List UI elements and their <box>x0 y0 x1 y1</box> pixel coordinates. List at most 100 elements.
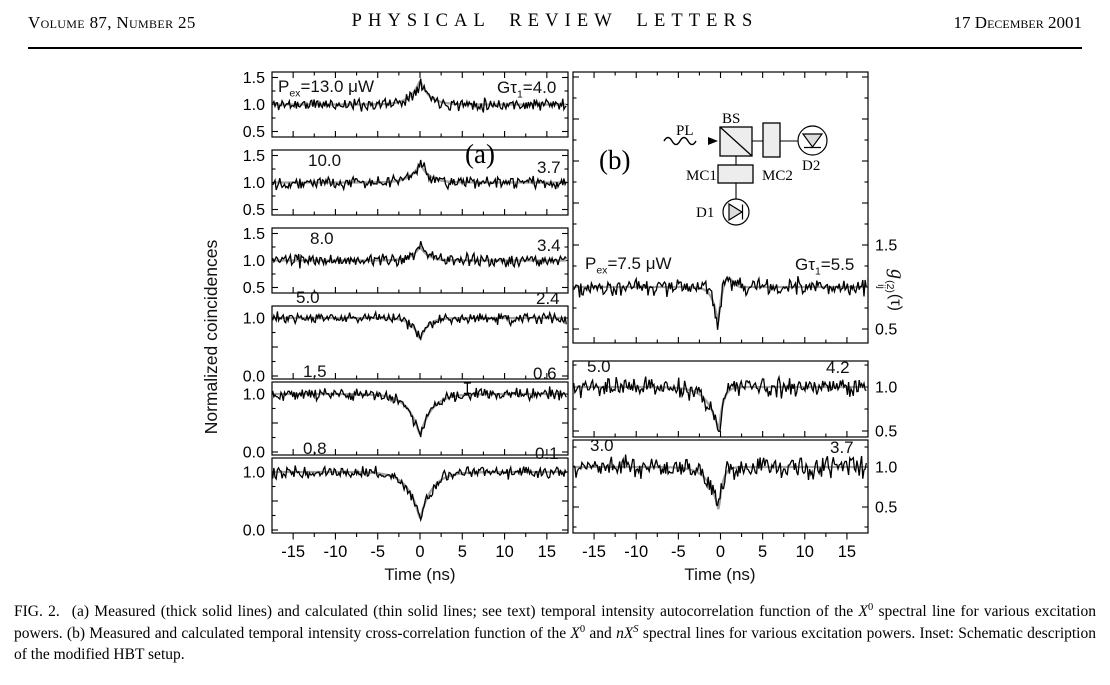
y-tick-label: 1.0 <box>243 311 265 328</box>
y-tick-label: 1.0 <box>243 97 265 114</box>
y-tick-label: 0.5 <box>243 202 265 219</box>
measured-trace <box>272 386 567 438</box>
inset-d2-label: D2 <box>802 158 820 174</box>
x0-symbol: X <box>858 603 868 621</box>
trace-label-power-a5: 1.5 <box>303 362 327 381</box>
y-axis-label-right: g (2) ij (τ) <box>875 230 908 350</box>
x-tick-label: 5 <box>458 543 467 561</box>
inset-mc1-label: MC1 <box>686 168 717 184</box>
measured-trace <box>573 454 867 507</box>
g2-symbol: g <box>886 269 908 280</box>
panel-a-tag: (a) <box>465 139 495 169</box>
panel-b-subpanel-1: 0.5 1.5 <box>572 71 897 344</box>
x-axis-label-a: Time (ns) <box>384 565 456 584</box>
y-tick-label: 1.5 <box>243 226 265 243</box>
x-tick-label: -10 <box>323 543 347 561</box>
y-tick-label: 0.0 <box>243 445 265 462</box>
y-tick-label: 0.5 <box>875 322 897 339</box>
y-tick-label: 0.0 <box>243 369 265 386</box>
trace-label-power-b1: Pex=7.5 μW <box>585 254 672 277</box>
y-tick-label: 1.5 <box>243 148 265 165</box>
x-tick-label: -15 <box>281 543 305 561</box>
x-axis-label-b: Time (ns) <box>684 565 756 584</box>
detector-1-icon <box>722 198 750 226</box>
hbt-inset-schematic: PL BS D2 MC1 MC2 D1 <box>663 111 828 226</box>
measured-trace <box>272 309 567 341</box>
x-tick-label: 5 <box>758 543 767 561</box>
figure-caption: FIG. 2. (a) Measured (thick solid lines) … <box>14 602 1096 664</box>
trace-label-power-a2: 10.0 <box>308 151 342 170</box>
x-tick-label: -5 <box>370 543 385 561</box>
panel-b-subpanel-3: 0.5 1.0 -15 -10 -5 0 5 10 15 <box>572 439 897 561</box>
x-tick-label: -15 <box>582 543 606 561</box>
y-tick-label: 1.0 <box>875 380 897 397</box>
x-tick-label: 15 <box>538 543 556 561</box>
trace-label-power-b3: 3.0 <box>590 436 614 455</box>
measured-trace <box>272 78 567 113</box>
monochromator-2-box <box>762 122 781 158</box>
panel-a-subpanel-2: 0.5 1.0 1.5 <box>243 148 569 219</box>
x-tick-label: 10 <box>796 543 814 561</box>
measured-trace <box>272 241 567 269</box>
y-axis-label-left: Normalized coincidences <box>201 239 221 435</box>
measured-trace <box>272 159 567 192</box>
y-tick-label: 1.0 <box>243 465 265 482</box>
x-tick-label: 10 <box>495 543 513 561</box>
trace-label-gtau-a4: 2.4 <box>536 289 560 308</box>
trace-label-power-a3: 8.0 <box>310 229 334 248</box>
panel-a-subpanel-6: 0.0 1.0 -15 -10 -5 0 5 10 15 <box>243 457 569 561</box>
measured-trace <box>272 464 567 523</box>
trace-label-gtau-b2: 4.2 <box>826 358 850 377</box>
x0-symbol: X <box>570 624 580 642</box>
y-tick-label: 0.5 <box>243 124 265 141</box>
trace-label-gtau-a5: 0.6 <box>533 364 557 383</box>
detector-2-icon <box>797 125 828 156</box>
correlation-plots: 0.51.01.50.51.01.50.51.01.50.01.00.01.00… <box>243 70 898 561</box>
nxs-symbol: nX <box>616 624 634 642</box>
panel-b-tag: (b) <box>599 145 631 175</box>
y-tick-label: 0.5 <box>243 280 265 297</box>
beamsplitter-diagonal <box>719 126 753 157</box>
header-volume-number: Volume 87, Number 25 <box>28 13 196 32</box>
y-tick-label: 0.5 <box>875 500 897 517</box>
y-tick-label: 1.0 <box>243 387 265 404</box>
trace-label-power-b2: 5.0 <box>587 357 611 376</box>
panel-a-subpanel-4: 0.0 1.0 <box>243 305 569 386</box>
y-tick-label: 1.0 <box>875 460 897 477</box>
x-tick-label: 0 <box>415 543 424 561</box>
g2-subscript: ij <box>875 284 887 289</box>
trace-label-power-a1: Pex=13.0 μW <box>278 77 375 100</box>
header-issue-date: 17 December 2001 <box>953 13 1082 32</box>
header-rule <box>28 47 1082 49</box>
photon-arrowhead <box>708 137 718 145</box>
monochromator-1-box <box>717 164 754 184</box>
x-tick-label: -5 <box>671 543 686 561</box>
detector-1-diode <box>728 202 744 222</box>
y-tick-label: 0.0 <box>243 523 265 540</box>
photon-wavy-arrow <box>663 136 697 146</box>
y-tick-label: 1.5 <box>875 238 897 255</box>
calculated-fit-curve <box>273 470 567 521</box>
trace-label-gtau-b1: Gτ1=5.5 <box>795 255 855 278</box>
trace-label-gtau-b3: 3.7 <box>830 438 854 457</box>
inset-d1-label: D1 <box>696 205 714 221</box>
inset-mc2-label: MC2 <box>762 168 793 184</box>
caption-fig-label: FIG. 2. <box>14 603 60 621</box>
trace-label-power-a4: 5.0 <box>296 288 320 307</box>
y-tick-label: 0.5 <box>875 424 897 441</box>
header-journal-title: PHYSICAL REVIEW LETTERS <box>351 11 759 31</box>
y-tick-label: 1.0 <box>243 253 265 270</box>
measured-trace <box>573 374 867 433</box>
x-tick-label: 15 <box>838 543 856 561</box>
detector-2-diode <box>801 133 824 149</box>
inset-pl-label: PL <box>676 123 694 139</box>
g2-argument: (τ) <box>887 293 904 311</box>
trace-label-gtau-a1: Gτ1=4.0 <box>497 78 557 101</box>
x-tick-label: -10 <box>624 543 648 561</box>
trace-label-gtau-a2: 3.7 <box>537 158 561 177</box>
measured-trace <box>573 275 867 330</box>
trace-label-gtau-a3: 3.4 <box>537 236 561 255</box>
panel-a-subpanel-5: 0.0 1.0 <box>243 381 569 462</box>
y-tick-label: 1.0 <box>243 175 265 192</box>
